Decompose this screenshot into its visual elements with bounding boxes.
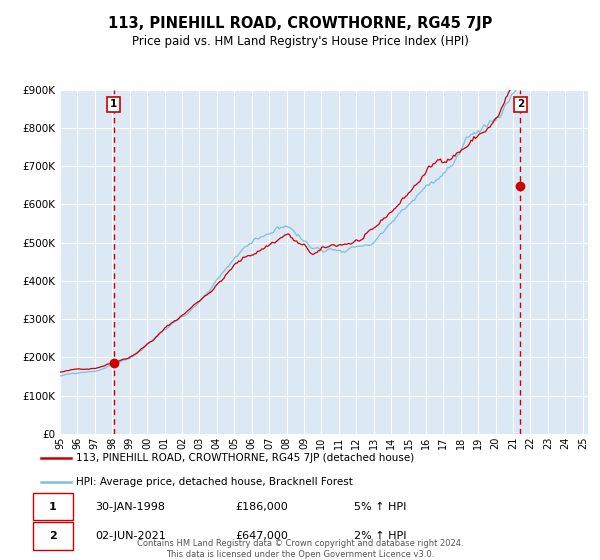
FancyBboxPatch shape: [33, 522, 73, 550]
Text: £186,000: £186,000: [235, 502, 288, 511]
Text: 5% ↑ HPI: 5% ↑ HPI: [354, 502, 406, 511]
FancyBboxPatch shape: [33, 493, 73, 520]
Text: 2: 2: [49, 531, 56, 541]
Text: 30-JAN-1998: 30-JAN-1998: [95, 502, 165, 511]
Text: 2: 2: [517, 99, 524, 109]
Text: £647,000: £647,000: [235, 531, 288, 541]
Text: 1: 1: [110, 99, 117, 109]
Text: 02-JUN-2021: 02-JUN-2021: [95, 531, 166, 541]
Text: Price paid vs. HM Land Registry's House Price Index (HPI): Price paid vs. HM Land Registry's House …: [131, 35, 469, 48]
Text: 1: 1: [49, 502, 56, 511]
Text: 113, PINEHILL ROAD, CROWTHORNE, RG45 7JP (detached house): 113, PINEHILL ROAD, CROWTHORNE, RG45 7JP…: [76, 454, 414, 464]
Text: 2% ↑ HPI: 2% ↑ HPI: [354, 531, 407, 541]
Text: 113, PINEHILL ROAD, CROWTHORNE, RG45 7JP: 113, PINEHILL ROAD, CROWTHORNE, RG45 7JP: [108, 16, 492, 31]
Text: Contains HM Land Registry data © Crown copyright and database right 2024.
This d: Contains HM Land Registry data © Crown c…: [137, 539, 463, 559]
Text: HPI: Average price, detached house, Bracknell Forest: HPI: Average price, detached house, Brac…: [76, 477, 353, 487]
